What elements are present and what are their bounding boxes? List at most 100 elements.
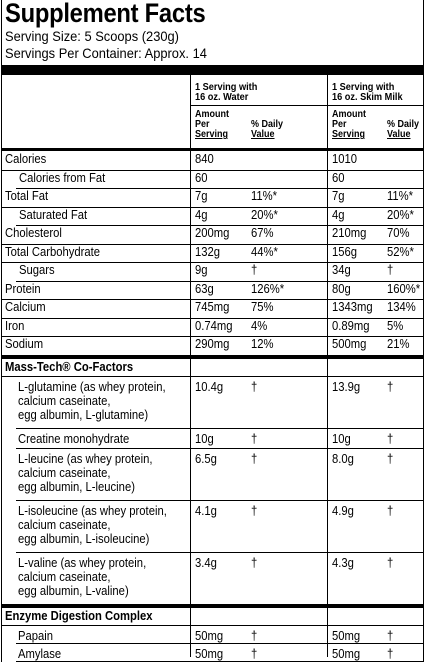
water-column-heading: 1 Serving with 16 oz. Water <box>195 83 257 103</box>
nutrient-iron-milk-amount: 0.89mg <box>332 319 370 333</box>
nutrient-total-fat-water-amount: 7g <box>195 189 208 203</box>
enzyme-papain-milk-dv: † <box>387 629 394 643</box>
nutrient-calories-from-fat-water-amount: 60 <box>195 171 208 185</box>
amount-label-line: Amount <box>195 109 230 120</box>
nutrient-calories-from-fat-milk-amount: 60 <box>332 171 345 185</box>
nutrient-sugars-milk-dv: † <box>387 263 394 277</box>
cofactor-3-water-amount: 4.1g <box>195 504 217 518</box>
nutrient-calcium-milk-amount: 1343mg <box>332 300 373 314</box>
enzyme-papain-label: Papain <box>18 629 54 643</box>
nutrient-row-rule <box>16 225 423 226</box>
amount-label-line: Serving <box>195 129 229 140</box>
cofactors-heading-rule <box>2 376 423 377</box>
cofactor-0-milk-amount: 13.9g <box>332 380 361 394</box>
column-heading-rule <box>190 105 423 106</box>
nutrient-row-rule <box>2 244 423 245</box>
section-rule <box>2 604 423 608</box>
nutrient-total-fat-milk-dv: 11%* <box>387 189 414 203</box>
nutrient-calcium-water-dv: 75% <box>251 300 274 314</box>
milk-column-heading: 1 Serving with 16 oz. Skim Milk <box>332 83 403 103</box>
cofactor-2-milk-amount: 8.0g <box>332 452 354 466</box>
milk-amount-heading: Amount Per Serving <box>332 110 366 140</box>
nutrient-row-rule <box>2 318 423 319</box>
cofactor-1-water-dv: † <box>251 432 258 446</box>
nutrient-protein-label: Protein <box>5 282 41 296</box>
nutrient-row-rule <box>2 170 423 171</box>
enzyme-papain-milk-amount: 50mg <box>332 629 361 643</box>
cofactor-1-label-line: Creatine monohydrate <box>18 432 130 446</box>
nutrient-iron-water-dv: 4% <box>251 319 268 333</box>
column-divider-milk <box>327 75 328 657</box>
nutrient-cholesterol-milk-amount: 210mg <box>332 226 367 240</box>
cofactor-0-water-amount: 10.4g <box>195 380 224 394</box>
nutrient-calcium-milk-dv: 134% <box>387 300 416 314</box>
nutrient-calories-water-amount: 840 <box>195 152 214 166</box>
nutrient-sodium-water-dv: 12% <box>251 337 274 351</box>
enzyme-amylase-milk-amount: 50mg <box>332 647 361 661</box>
enzyme-papain-water-dv: † <box>251 629 258 643</box>
nutrient-calcium-label: Calcium <box>5 300 46 314</box>
cofactor-4-milk-amount: 4.3g <box>332 556 354 570</box>
nutrient-total-carbohydrate-milk-dv: 52%* <box>387 245 414 259</box>
enzyme-row-rule <box>16 643 423 644</box>
nutrient-calcium-water-amount: 745mg <box>195 300 230 314</box>
cofactor-2-water-amount: 6.5g <box>195 452 217 466</box>
cofactor-2-label-line: egg albumin, L-leucine) <box>18 480 135 494</box>
enzyme-heading-rule <box>2 625 423 626</box>
nutrient-saturated-fat-water-amount: 4g <box>195 208 208 222</box>
nutrient-cholesterol-water-amount: 200mg <box>195 226 230 240</box>
cofactor-4-label-line: egg albumin, L-valine) <box>18 584 129 598</box>
cofactor-row-rule <box>16 448 423 449</box>
nutrient-row-rule <box>2 207 423 208</box>
nutrient-sugars-water-dv: † <box>251 263 258 277</box>
nutrient-cholesterol-label: Cholesterol <box>5 226 62 240</box>
cofactor-0-label-line: L-glutamine (as whey protein, <box>18 380 166 394</box>
thick-rule <box>2 65 423 75</box>
cofactor-0-milk-dv: † <box>387 380 394 394</box>
enzyme-amylase-water-dv: † <box>251 647 258 661</box>
cofactor-0-label-line: egg albumin, L-glutamine) <box>18 408 149 422</box>
nutrient-calories-from-fat-label: Calories from Fat <box>19 171 106 185</box>
nutrient-sodium-milk-dv: 21% <box>387 337 410 351</box>
water-dv-heading: % Daily Value <box>251 120 283 140</box>
nutrient-sugars-water-amount: 9g <box>195 263 208 277</box>
cofactor-1-milk-dv: † <box>387 432 394 446</box>
nutrient-cholesterol-water-dv: 67% <box>251 226 274 240</box>
cofactor-2-label-line: calcium caseinate, <box>18 466 111 480</box>
cofactor-4-water-amount: 3.4g <box>195 556 217 570</box>
nutrient-total-fat-water-dv: 11%* <box>251 189 278 203</box>
servings-per-container: Servings Per Container: Approx. 14 <box>5 45 207 61</box>
nutrient-protein-water-amount: 63g <box>195 282 214 296</box>
nutrient-row-rule <box>2 262 423 263</box>
cofactor-3-milk-dv: † <box>387 504 394 518</box>
dv-label-line: % Daily <box>251 119 284 130</box>
nutrient-iron-milk-dv: 5% <box>387 319 404 333</box>
nutrient-protein-water-dv: 126%* <box>251 282 285 296</box>
cofactor-2-water-dv: † <box>251 452 258 466</box>
nutrient-calories-milk-amount: 1010 <box>332 152 358 166</box>
cofactor-2-label-line: L-leucine (as whey protein, <box>18 452 153 466</box>
enzyme-amylase-label: Amylase <box>18 647 62 661</box>
dv-label-line: Value <box>251 129 275 140</box>
nutrient-protein-milk-amount: 80g <box>332 282 351 296</box>
nutrient-saturated-fat-water-dv: 20%* <box>251 208 278 222</box>
nutrient-saturated-fat-label: Saturated Fat <box>19 208 88 222</box>
serving-size: Serving Size: 5 Scoops (230g) <box>5 28 179 44</box>
nutrient-row-rule <box>16 188 423 189</box>
nutrient-iron-label: Iron <box>5 319 25 333</box>
cofactor-4-label-line: L-valine (as whey protein, <box>18 556 147 570</box>
amount-label-line: Per <box>332 119 347 130</box>
cofactor-3-label-line: egg albumin, L-isoleucine) <box>18 532 150 546</box>
nutrient-sodium-water-amount: 290mg <box>195 337 230 351</box>
cofactor-4-label-line: calcium caseinate, <box>18 570 111 584</box>
enzyme-amylase-water-amount: 50mg <box>195 647 224 661</box>
cofactor-3-label-line: calcium caseinate, <box>18 518 111 532</box>
column-divider-water <box>190 75 191 657</box>
cofactors-heading: Mass-Tech® Co-Factors <box>5 360 134 374</box>
cofactor-0-label-line: calcium caseinate, <box>18 394 111 408</box>
cofactor-1-milk-amount: 10g <box>332 432 351 446</box>
nutrient-iron-water-amount: 0.74mg <box>195 319 233 333</box>
nutrient-total-carbohydrate-water-dv: 44%* <box>251 245 278 259</box>
nutrient-row-rule <box>2 299 423 300</box>
